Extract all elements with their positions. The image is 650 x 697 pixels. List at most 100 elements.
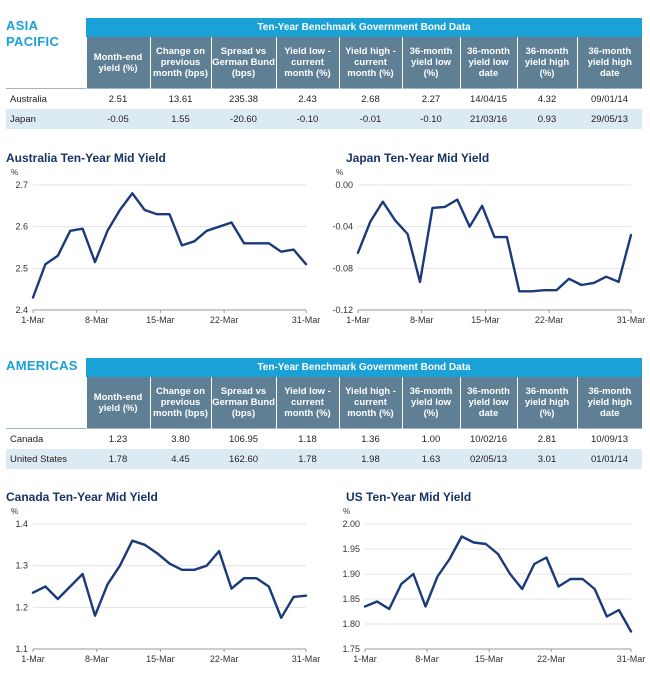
table-cell: 1.00	[402, 428, 460, 449]
column-header: 36-month yield high date	[576, 377, 643, 429]
table-cell: 10/02/16	[460, 428, 517, 449]
column-header: 36-month yield low (%)	[401, 377, 460, 429]
country-name: Australia	[6, 88, 86, 109]
column-header: Spread vs German Bund (bps)	[210, 37, 276, 89]
x-tick-label: 8-Mar	[415, 654, 439, 664]
y-tick-label: 1.3	[15, 561, 28, 571]
canada-yield-chart: % 1.1 1.2 1.3 1.4 1-Mar 8-Mar 15-Mar 22-Mar 31-Ma…	[11, 507, 320, 664]
y-tick-label: 2.5	[15, 263, 28, 273]
table-cell: 01/01/14	[577, 449, 643, 469]
table-cell: 4.45	[150, 449, 211, 469]
y-tick-label: 2.7	[15, 180, 28, 190]
column-header: 36-month yield high date	[576, 37, 643, 89]
table-row: Canada 1.23 3.80 106.95 1.18 1.36 1.00 1…	[6, 428, 643, 449]
column-header: Yield low - current month (%)	[275, 377, 339, 429]
y-unit-label: %	[11, 168, 18, 177]
yield-series-line	[363, 535, 633, 633]
australia-yield-chart: % 2.4 2.5 2.6 2.7 1-Mar 8-Mar 15-Mar 22-Mar 31-Ma…	[11, 168, 320, 325]
x-tick-label: 15-Mar	[146, 654, 175, 664]
y-unit-label: %	[343, 507, 350, 516]
y-tick-label: 1.4	[15, 519, 28, 529]
table-cell: -0.10	[402, 109, 460, 129]
x-tick-label: 31-Mar	[617, 654, 646, 664]
region-label-line: AMERICAS	[6, 358, 78, 373]
y-tick-label: 1.2	[15, 602, 28, 612]
x-tick-label: 8-Mar	[85, 315, 109, 325]
table-cell: 4.32	[517, 88, 577, 109]
table-cell: 29/05/13	[577, 109, 643, 129]
table-cell: 1.78	[86, 449, 150, 469]
yield-series-line	[356, 198, 633, 293]
table-cell: -0.05	[86, 109, 150, 129]
table-cell: 1.78	[276, 449, 339, 469]
table-cell: 02/05/13	[460, 449, 517, 469]
column-header: Yield low - current month (%)	[275, 37, 339, 89]
y-tick-label: -0.12	[332, 305, 353, 315]
table-cell: 10/09/13	[577, 428, 643, 449]
x-tick-label: 1-Mar	[21, 315, 45, 325]
table-cell: 2.27	[402, 88, 460, 109]
table-cell: 3.80	[150, 428, 211, 449]
table-cell: 1.63	[402, 449, 460, 469]
table-cell: 09/01/14	[577, 88, 643, 109]
column-header: Month-end yield (%)	[85, 37, 150, 89]
column-header: 36-month yield low (%)	[401, 37, 460, 89]
x-tick-label: 8-Mar	[85, 654, 109, 664]
region-label-americas: AMERICAS	[6, 358, 78, 374]
chart-title-australia: Australia Ten-Year Mid Yield	[6, 151, 166, 165]
japan-yield-chart: % -0.12 -0.08 -0.04 0.00 1-Mar 8-Mar 15-Mar 22-M…	[332, 168, 646, 325]
table-cell: 3.01	[517, 449, 577, 469]
yield-series-line	[31, 192, 308, 299]
country-name: Japan	[6, 109, 86, 129]
table-cell: 1.36	[339, 428, 402, 449]
region-label-line: ASIA	[6, 18, 39, 33]
region-label-line: PACIFIC	[6, 34, 60, 49]
x-tick-label: 31-Mar	[617, 315, 646, 325]
table-row: Japan -0.05 1.55 -20.60 -0.10 -0.01 -0.1…	[6, 109, 643, 129]
y-tick-label: 1.90	[342, 569, 360, 579]
y-tick-label: 1.85	[342, 594, 360, 604]
table-cell: 1.55	[150, 109, 211, 129]
x-tick-label: 1-Mar	[353, 654, 377, 664]
us-yield-chart: % 1.75 1.80 1.85 1.90 1.95 2.00 1-Mar 8-Mar 15-Ma…	[342, 507, 646, 664]
table-cell: 1.98	[339, 449, 402, 469]
column-header: Change on previous month (bps)	[149, 37, 211, 89]
x-tick-label: 22-Mar	[537, 654, 566, 664]
y-tick-label: 2.4	[15, 305, 28, 315]
table-title: Ten-Year Benchmark Government Bond Data	[86, 18, 643, 37]
y-unit-label: %	[11, 507, 18, 516]
y-tick-label: 1.95	[342, 544, 360, 554]
table-row: Australia 2.51 13.61 235.38 2.43 2.68 2.…	[6, 88, 643, 109]
table-cell: 2.43	[276, 88, 339, 109]
column-header: 36-month yield high (%)	[516, 37, 577, 89]
x-tick-label: 22-Mar	[535, 315, 564, 325]
table-cell: 106.95	[211, 428, 276, 449]
x-tick-label: 15-Mar	[471, 315, 500, 325]
bond-table-americas: Ten-Year Benchmark Government Bond Data …	[6, 358, 643, 469]
table-cell: 1.23	[86, 428, 150, 449]
country-name: Canada	[6, 428, 86, 449]
x-tick-label: 1-Mar	[21, 654, 45, 664]
table-cell: 2.81	[517, 428, 577, 449]
table-cell: 14/04/15	[460, 88, 517, 109]
x-tick-label: 1-Mar	[346, 315, 370, 325]
x-tick-label: 22-Mar	[210, 315, 239, 325]
table-title: Ten-Year Benchmark Government Bond Data	[86, 358, 643, 377]
table-row: United States 1.78 4.45 162.60 1.78 1.98…	[6, 449, 643, 469]
x-tick-label: 15-Mar	[146, 315, 175, 325]
yield-series-line	[31, 539, 308, 620]
column-header: 36-month yield low date	[459, 37, 517, 89]
y-tick-label: 2.00	[342, 519, 360, 529]
table-cell: 13.61	[150, 88, 211, 109]
table-cell: 0.93	[517, 109, 577, 129]
y-tick-label: 1.80	[342, 619, 360, 629]
y-tick-label: -0.08	[332, 263, 353, 273]
y-tick-label: 1.75	[342, 644, 360, 654]
y-tick-label: -0.04	[332, 222, 353, 232]
table-cell: -0.10	[276, 109, 339, 129]
y-tick-label: 0.00	[335, 180, 353, 190]
x-tick-label: 15-Mar	[475, 654, 504, 664]
table-cell: 2.68	[339, 88, 402, 109]
y-tick-label: 2.6	[15, 222, 28, 232]
table-cell: -0.01	[339, 109, 402, 129]
